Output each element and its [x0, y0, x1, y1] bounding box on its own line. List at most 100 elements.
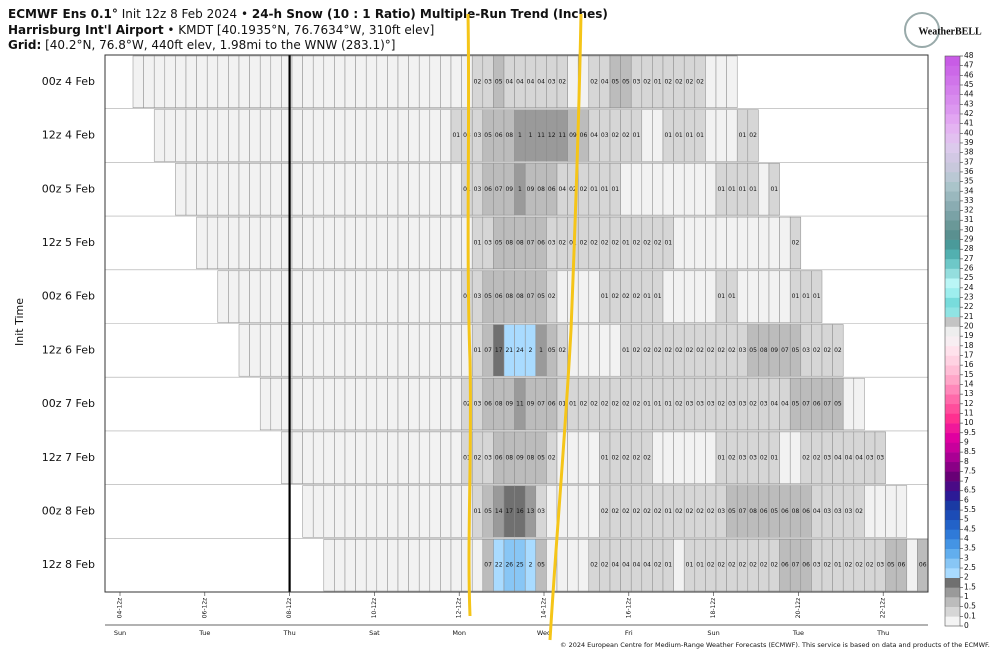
- day-label: Fri: [625, 629, 633, 637]
- empty-cell: [673, 216, 685, 270]
- colorbar-tick-label: 37: [964, 157, 974, 166]
- colorbar-tick-label: 31: [964, 215, 974, 224]
- empty-cell: [355, 377, 367, 431]
- cell-label: 02: [580, 186, 588, 193]
- cell-label: 08: [792, 508, 800, 515]
- cell-label: 26: [505, 562, 513, 569]
- day-label: Sat: [369, 629, 380, 637]
- empty-cell: [228, 55, 240, 108]
- cell-label: 02: [739, 562, 747, 569]
- colorbar-segment: [945, 200, 960, 211]
- cell-label: 03: [484, 454, 492, 461]
- cell-label: 01: [664, 508, 672, 515]
- empty-cell: [344, 163, 356, 216]
- cell-label: 05: [834, 401, 842, 408]
- cell-label: 01: [452, 132, 460, 139]
- empty-cell: [779, 270, 791, 323]
- cell-label: 06: [802, 562, 810, 569]
- cell-label: 02: [622, 132, 630, 139]
- day-label: Sun: [707, 629, 719, 637]
- colorbar-tick-label: 45: [964, 80, 974, 89]
- empty-cell: [715, 55, 727, 108]
- cell-label: 07: [484, 347, 492, 354]
- empty-cell: [408, 270, 420, 323]
- colorbar-tick-label: 4: [964, 534, 969, 543]
- empty-cell: [270, 109, 282, 162]
- empty-cell: [673, 431, 685, 484]
- colorbar-tick-label: 18: [964, 341, 974, 350]
- cell-label: 06: [919, 562, 927, 569]
- cell: [789, 216, 802, 270]
- empty-cell: [418, 163, 431, 216]
- empty-cell: [365, 485, 378, 538]
- empty-cell: [376, 109, 388, 162]
- cell-label: 02: [728, 347, 736, 354]
- colorbar-segment: [945, 142, 960, 153]
- empty-cell: [259, 163, 272, 216]
- cell-label: 02: [717, 562, 725, 569]
- empty-cell: [397, 55, 409, 108]
- empty-cell: [206, 163, 219, 216]
- cell-label: 02: [622, 293, 630, 300]
- cell-label: 02: [749, 132, 757, 139]
- day-label: Tue: [198, 629, 210, 637]
- empty-cell: [577, 431, 590, 484]
- cell-label: 02: [696, 347, 704, 354]
- empty-cell: [683, 270, 696, 323]
- cell-label: 02: [580, 401, 588, 408]
- cell-label: 06: [781, 508, 789, 515]
- empty-cell: [164, 55, 176, 108]
- empty-cell: [408, 55, 420, 108]
- empty-cell: [365, 270, 378, 323]
- empty-cell: [450, 377, 462, 431]
- station-info: • KMDT [40.1935°N, 76.7634°W, 310ft elev…: [167, 23, 434, 37]
- colorbar-tick-label: 1.5: [964, 582, 976, 591]
- colorbar-tick-label: 0: [964, 621, 969, 630]
- cell-label: 01: [739, 132, 747, 139]
- empty-cell: [864, 485, 876, 538]
- empty-cell: [291, 431, 303, 484]
- logo-ring: [904, 12, 940, 48]
- empty-cell: [376, 324, 388, 377]
- cell-label: 05: [611, 78, 619, 85]
- cell: [832, 324, 844, 377]
- colorbar-segment: [945, 297, 960, 308]
- cell-label: 04: [845, 454, 853, 461]
- empty-cell: [440, 324, 452, 377]
- empty-cell: [344, 377, 356, 431]
- empty-cell: [259, 270, 272, 323]
- cell-label: 02: [622, 508, 630, 515]
- empty-cell: [418, 377, 431, 431]
- empty-cell: [291, 163, 303, 216]
- empty-cell: [291, 216, 303, 270]
- colorbar-tick-label: 44: [964, 90, 974, 99]
- cell-label: 01: [686, 132, 694, 139]
- empty-cell: [450, 216, 462, 270]
- empty-cell: [355, 270, 367, 323]
- cell-label: 02: [611, 132, 619, 139]
- empty-cell: [397, 216, 409, 270]
- empty-cell: [376, 485, 388, 538]
- colorbar-tick-label: 6: [964, 495, 969, 504]
- empty-cell: [418, 55, 431, 108]
- day-label: Mon: [452, 629, 466, 637]
- empty-cell: [397, 109, 409, 162]
- cell-label: 01: [654, 78, 662, 85]
- cell-label: 03: [802, 347, 810, 354]
- row-label: 00z 7 Feb: [42, 397, 95, 410]
- cell-label: 05: [887, 562, 895, 569]
- colorbar-segment: [945, 587, 960, 598]
- cell-label: 03: [834, 508, 842, 515]
- colorbar-tick-label: 11: [964, 408, 974, 417]
- empty-cell: [334, 431, 346, 484]
- colorbar-segment: [945, 268, 960, 279]
- cell-label: 02: [601, 562, 609, 569]
- colorbar-segment: [945, 239, 960, 250]
- empty-cell: [387, 216, 399, 270]
- cell-label: 12: [548, 132, 556, 139]
- cell-label: 02: [675, 401, 683, 408]
- empty-cell: [641, 163, 653, 216]
- colorbar-segment: [945, 510, 960, 521]
- empty-cell: [365, 216, 378, 270]
- empty-cell: [397, 377, 409, 431]
